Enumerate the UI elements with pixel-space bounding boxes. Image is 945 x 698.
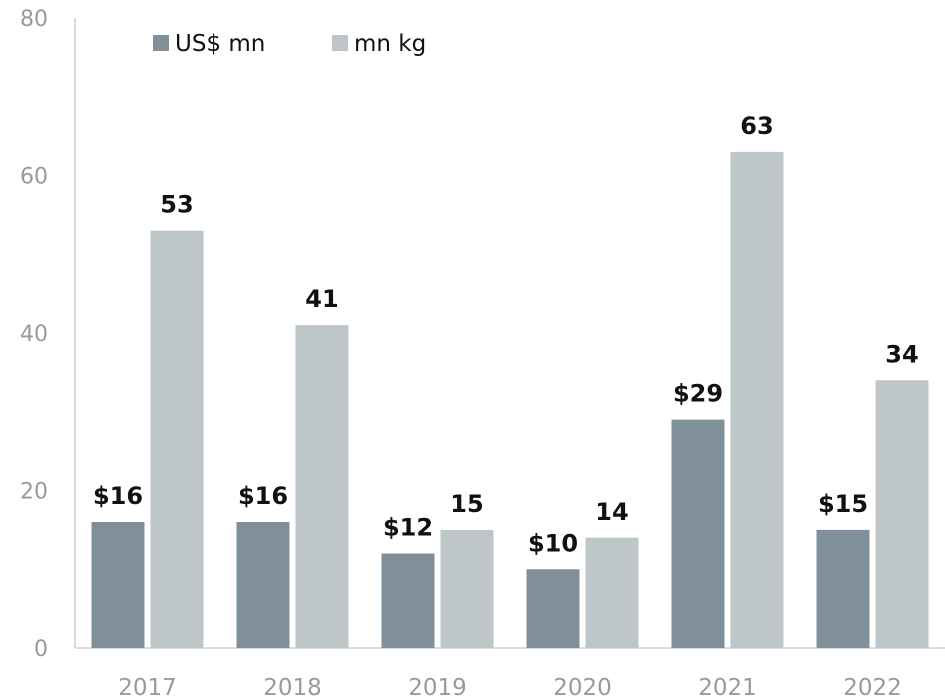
bar-kg-2021 [730,151,784,648]
bar-kg-2018 [295,325,349,648]
y-axis-ticks: 0 20 40 60 80 [20,7,48,662]
data-label-usd-2021: $29 [673,380,723,408]
data-label-usd-2020: $10 [528,529,578,557]
data-label-kg-2018: 41 [305,285,338,313]
data-label-kg-2017: 53 [160,191,193,219]
x-axis-ticks: 2017 2018 2019 2020 2021 2022 [118,675,902,698]
data-label-usd-2017: $16 [93,482,143,510]
bar-usd-2020 [526,569,580,648]
y-tick-label: 40 [20,322,48,347]
data-label-kg-2020: 14 [595,498,628,526]
x-tick-label: 2019 [408,675,467,698]
x-tick-label: 2017 [118,675,177,698]
data-label-kg-2019: 15 [450,490,483,518]
legend: US$ mn mn kg [153,31,426,57]
data-labels-group: $16 53 $16 41 $12 15 $10 14 $29 63 $15 34 [93,112,919,557]
bar-usd-2017 [91,522,145,648]
data-label-kg-2021: 63 [740,112,773,140]
legend-label-series-0: US$ mn [175,31,265,57]
bar-usd-2019 [381,553,435,648]
data-label-usd-2022: $15 [818,490,868,518]
legend-swatch-series-0 [153,35,169,51]
x-tick-label: 2021 [698,675,757,698]
bar-usd-2022 [816,529,870,648]
data-label-usd-2019: $12 [383,514,433,542]
bar-kg-2022 [875,380,929,648]
bar-usd-2021 [671,419,725,648]
bar-kg-2017 [150,230,204,648]
bars-group [91,151,929,648]
data-label-kg-2022: 34 [885,340,918,368]
legend-label-series-1: mn kg [354,31,426,57]
x-tick-label: 2018 [263,675,322,698]
x-tick-label: 2020 [553,675,612,698]
y-tick-label: 20 [20,480,48,505]
bar-kg-2019 [440,529,494,648]
bar-usd-2018 [236,522,290,648]
bar-kg-2020 [585,537,639,648]
y-tick-label: 60 [20,165,48,190]
y-tick-label: 0 [34,637,48,662]
y-tick-label: 80 [20,7,48,32]
x-tick-label: 2022 [843,675,902,698]
data-label-usd-2018: $16 [238,482,288,510]
legend-swatch-series-1 [332,35,348,51]
